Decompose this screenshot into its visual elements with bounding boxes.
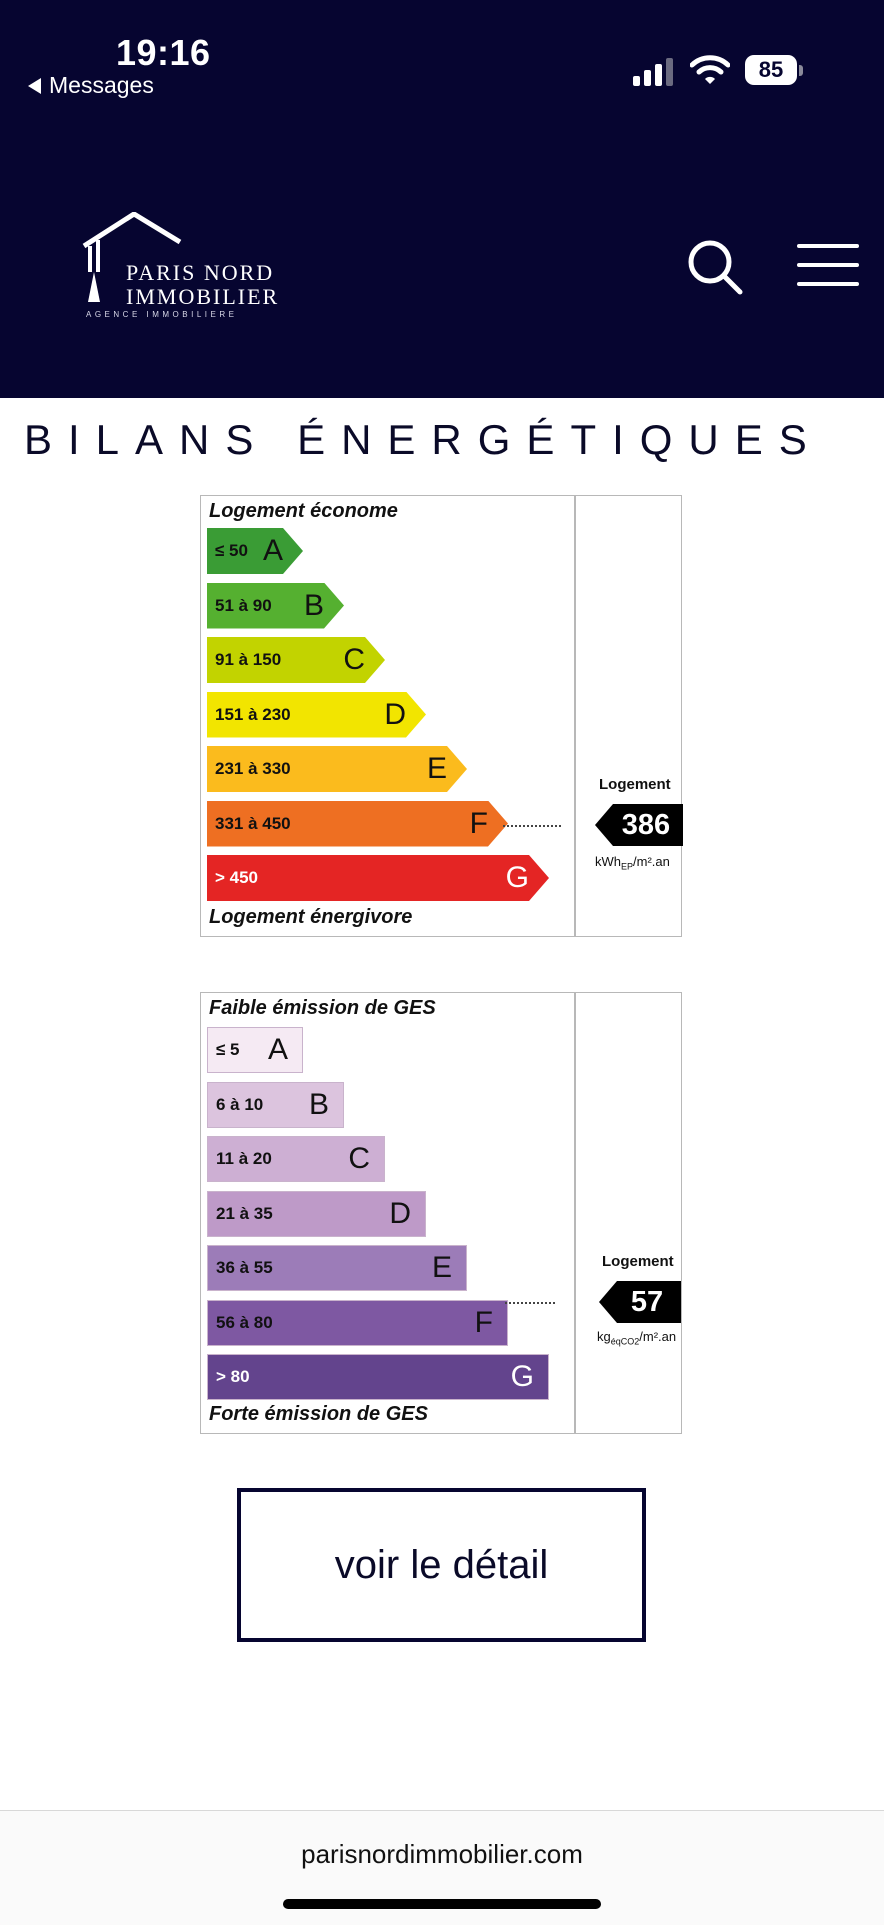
energy-band-range: 91 à 150	[215, 650, 282, 669]
energy-band-letter: G	[505, 861, 529, 894]
energy-band-range: 331 à 450	[215, 813, 291, 833]
ges-band-range: ≤ 5	[216, 1040, 240, 1059]
energy-band-e: 231 à 330 E	[207, 746, 467, 792]
energy-band-range: ≤ 50	[215, 541, 248, 560]
house-eiffel-logo-icon	[82, 212, 182, 302]
energy-band-letter: C	[343, 643, 365, 676]
ges-band-range: 56 à 80	[216, 1312, 273, 1332]
voir-le-detail-button[interactable]: voir le détail	[237, 1488, 646, 1642]
site-header: 19:16 Messages 85 PARIS NORD IMMOBILIER …	[0, 0, 884, 398]
browser-url-bar[interactable]: parisnordimmobilier.com	[0, 1810, 884, 1925]
ges-unit: kgéqCO2/m².an	[597, 1329, 677, 1347]
cellular-signal-icon	[633, 58, 673, 86]
ges-value-tag: 57	[599, 1281, 681, 1323]
energy-band-letter: D	[384, 697, 406, 731]
ges-band-range: 21 à 35	[216, 1203, 273, 1223]
site-logo[interactable]: PARIS NORD IMMOBILIER AGENCE IMMOBILIERE	[54, 198, 294, 328]
logo-text-line3: AGENCE IMMOBILIERE	[86, 310, 238, 319]
battery-icon: 85	[745, 55, 805, 87]
energy-band-range: 151 à 230	[215, 704, 291, 724]
energy-band-g: > 450 G	[207, 855, 549, 901]
ges-band-b: 6 à 10 B	[207, 1081, 344, 1128]
search-icon[interactable]	[686, 238, 744, 296]
ges-band-letter: F	[474, 1305, 493, 1339]
battery-level: 85	[745, 55, 797, 85]
energy-performance-label: Logement économe Logement énergivore ≤ 5…	[200, 495, 683, 937]
back-app-label: Messages	[49, 72, 154, 98]
energy-top-label: Logement économe	[209, 500, 398, 522]
ges-band-letter: A	[267, 1033, 288, 1066]
ges-band-letter: B	[308, 1087, 329, 1121]
energy-band-b: 51 à 90 B	[207, 583, 344, 629]
energy-band-c: 91 à 150 C	[207, 637, 385, 683]
energy-band-letter: F	[469, 806, 488, 840]
ges-band-letter: G	[510, 1360, 534, 1393]
ges-band-g: > 80 G	[207, 1354, 549, 1400]
ges-band-f: 56 à 80 F	[207, 1299, 508, 1346]
energy-band-range: > 450	[215, 868, 259, 887]
ges-band-letter: C	[348, 1142, 370, 1175]
back-triangle-icon	[28, 77, 41, 94]
energy-band-letter: B	[303, 588, 324, 622]
wifi-icon	[690, 55, 730, 84]
energy-band-range: 51 à 90	[215, 595, 272, 615]
ges-band-range: 6 à 10	[216, 1094, 264, 1114]
energy-band-a: ≤ 50 A	[207, 528, 303, 574]
ges-indicator-line	[505, 1302, 555, 1304]
ges-band-range: 11 à 20	[216, 1149, 272, 1168]
energy-bottom-label: Logement énergivore	[209, 906, 413, 928]
energy-indicator-line	[503, 825, 561, 827]
ges-band-d: 21 à 35 D	[207, 1190, 426, 1237]
hamburger-menu-icon[interactable]	[797, 244, 859, 288]
energy-band-d: 151 à 230 D	[207, 692, 426, 738]
status-time: 19:16	[116, 32, 211, 73]
logo-text-line2: IMMOBILIER	[126, 284, 280, 309]
ges-band-range: > 80	[216, 1367, 250, 1386]
ges-emission-label: Faible émission de GES Forte émission de…	[200, 992, 682, 1434]
ges-bottom-label: Forte émission de GES	[209, 1403, 428, 1425]
energy-band-f: 331 à 450 F	[207, 801, 508, 847]
energy-band-letter: E	[426, 752, 447, 785]
energy-logement-label: Logement	[599, 776, 671, 793]
section-title: BILANS ÉNERGÉTIQUES	[24, 416, 823, 463]
ges-band-letter: D	[389, 1196, 411, 1230]
back-to-app-link[interactable]: Messages	[28, 72, 154, 99]
home-indicator[interactable]	[283, 1899, 601, 1909]
ges-logement-label: Logement	[602, 1253, 674, 1270]
ges-band-letter: E	[431, 1251, 452, 1284]
energy-value-tag: 386	[595, 804, 683, 846]
ges-band-a: ≤ 5 A	[207, 1027, 303, 1073]
logo-text-line1: PARIS NORD	[126, 260, 275, 285]
ges-band-e: 36 à 55 E	[207, 1245, 467, 1291]
ges-top-label: Faible émission de GES	[209, 997, 436, 1019]
energy-band-range: 231 à 330	[215, 759, 291, 778]
url-text[interactable]: parisnordimmobilier.com	[301, 1839, 583, 1869]
ges-band-c: 11 à 20 C	[207, 1136, 385, 1182]
energy-unit: kWhEP/m².an	[595, 854, 670, 872]
ges-band-range: 36 à 55	[216, 1258, 273, 1277]
energy-band-letter: A	[262, 534, 283, 567]
